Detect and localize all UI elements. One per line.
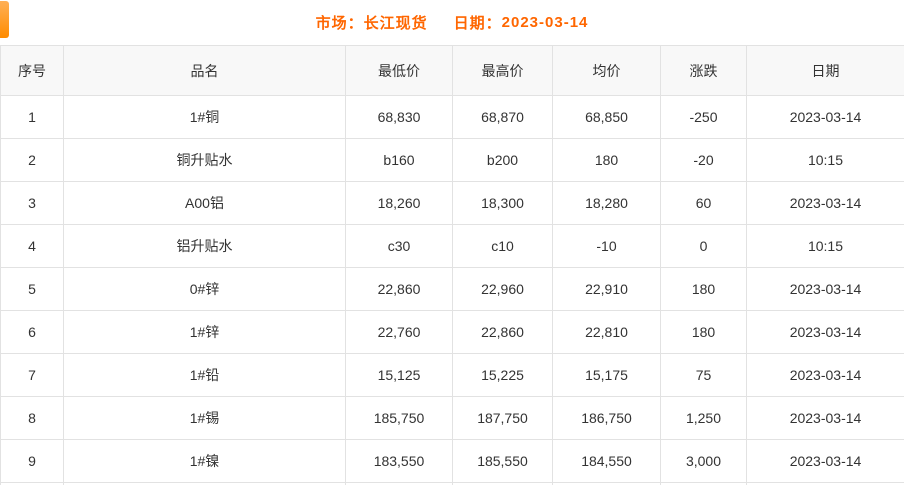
cell-high-price: 68,870 bbox=[452, 95, 553, 139]
cell-date: 2023-03-14 bbox=[746, 181, 904, 225]
cell-product: 1#铜 bbox=[63, 95, 346, 139]
column-header-date: 日期 bbox=[746, 45, 904, 96]
table-row: 2 铜升贴水 b160 b200 180 -20 10:15 bbox=[0, 138, 904, 182]
page-title: 市场： 长江现货 日期： 2023-03-14 bbox=[0, 0, 904, 45]
cell-serial: 5 bbox=[0, 267, 64, 311]
market-label: 市场： bbox=[315, 15, 364, 32]
cell-avg-price: 186,750 bbox=[552, 396, 661, 440]
cell-date: 2023-03-14 bbox=[746, 310, 904, 354]
cell-avg-price: 184,550 bbox=[552, 439, 661, 483]
column-header-product: 品名 bbox=[63, 45, 346, 96]
cell-change: 3,000 bbox=[660, 439, 747, 483]
cell-low-price: b160 bbox=[345, 138, 453, 182]
cell-serial: 1 bbox=[0, 95, 64, 139]
column-header-low-price: 最低价 bbox=[345, 45, 453, 96]
cell-avg-price: 180 bbox=[552, 138, 661, 182]
cell-low-price: c30 bbox=[345, 224, 453, 268]
cell-low-price: 183,550 bbox=[345, 439, 453, 483]
date-value: 2023-03-14 bbox=[501, 14, 589, 31]
cell-serial: 3 bbox=[0, 181, 64, 225]
cell-date: 2023-03-14 bbox=[746, 353, 904, 397]
cell-high-price: 22,960 bbox=[452, 267, 553, 311]
cell-date: 2023-03-14 bbox=[746, 396, 904, 440]
cell-product: 铝升贴水 bbox=[63, 224, 346, 268]
cell-date: 10:15 bbox=[746, 138, 904, 182]
column-header-avg-price: 均价 bbox=[552, 45, 661, 96]
cell-change: 180 bbox=[660, 267, 747, 311]
cell-serial: 6 bbox=[0, 310, 64, 354]
column-header-change: 涨跌 bbox=[660, 45, 747, 96]
price-table: 序号 品名 最低价 最高价 均价 涨跌 日期 1 1#铜 68,830 68,870 68,850-… bbox=[0, 45, 904, 485]
table-row: 7 1#铅 15,125 15,225 15,175 75 2023-03-14 bbox=[0, 353, 904, 397]
table-row: 9 1#镍 183,550 185,550 184,550 3,000 2023-03-14 bbox=[0, 439, 904, 483]
cell-avg-price: 18,280 bbox=[552, 181, 661, 225]
cell-high-price: 185,550 bbox=[452, 439, 553, 483]
cell-high-price: b200 bbox=[452, 138, 553, 182]
cell-serial: 9 bbox=[0, 439, 64, 483]
cell-high-price: 22,860 bbox=[452, 310, 553, 354]
cell-product: 1#铅 bbox=[63, 353, 346, 397]
cell-change: 75 bbox=[660, 353, 747, 397]
cell-serial: 8 bbox=[0, 396, 64, 440]
table-row: 4 铝升贴水 c30 c10 -10 0 10:15 bbox=[0, 224, 904, 268]
cell-product: 1#锡 bbox=[63, 396, 346, 440]
table-row-partial bbox=[0, 482, 904, 485]
cell-avg-price: -10 bbox=[552, 224, 661, 268]
cell-product: 铜升贴水 bbox=[63, 138, 346, 182]
orange-accent-bar bbox=[0, 1, 9, 38]
cell-high-price: 18,300 bbox=[452, 181, 553, 225]
cell-change: 0 bbox=[660, 224, 747, 268]
cell-change: 1,250 bbox=[660, 396, 747, 440]
cell-date: 2023-03-14 bbox=[746, 267, 904, 311]
cell-change: -250 bbox=[660, 95, 747, 139]
cell-serial: 7 bbox=[0, 353, 64, 397]
cell-serial: 2 bbox=[0, 138, 64, 182]
cell-avg-price: 68,850 bbox=[552, 95, 661, 139]
date-label: 日期： bbox=[453, 15, 502, 32]
cell-change: 180 bbox=[660, 310, 747, 354]
cell-product: 1#镍 bbox=[63, 439, 346, 483]
cell-change: -20 bbox=[660, 138, 747, 182]
cell-date: 2023-03-14 bbox=[746, 439, 904, 483]
cell-avg-price: 15,175 bbox=[552, 353, 661, 397]
column-header-high-price: 最高价 bbox=[452, 45, 553, 96]
table-row: 5 0#锌 22,860 22,960 22,910 180 2023-03-14 bbox=[0, 267, 904, 311]
cell-product: 0#锌 bbox=[63, 267, 346, 311]
cell-low-price: 15,125 bbox=[345, 353, 453, 397]
table-row: 3 A00铝 18,260 18,300 18,280 60 2023-03-14 bbox=[0, 181, 904, 225]
cell-change: 60 bbox=[660, 181, 747, 225]
cell-high-price: 187,750 bbox=[452, 396, 553, 440]
cell-serial: 4 bbox=[0, 224, 64, 268]
cell-date: 2023-03-14 bbox=[746, 95, 904, 139]
cell-low-price: 18,260 bbox=[345, 181, 453, 225]
table-row: 8 1#锡 185,750 187,750 186,750 1,250 2023-03-14 bbox=[0, 396, 904, 440]
cell-avg-price: 22,810 bbox=[552, 310, 661, 354]
cell-low-price: 22,760 bbox=[345, 310, 453, 354]
cell-high-price: c10 bbox=[452, 224, 553, 268]
column-header-serial: 序号 bbox=[0, 45, 64, 96]
cell-high-price: 15,225 bbox=[452, 353, 553, 397]
market-value: 长江现货 bbox=[363, 15, 428, 32]
table-row: 6 1#锌 22,760 22,860 22,810 180 2023-03-14 bbox=[0, 310, 904, 354]
cell-product: A00铝 bbox=[63, 181, 346, 225]
table-row: 1 1#铜 68,830 68,870 68,850 -250 2023-03-14 bbox=[0, 95, 904, 139]
cell-product: 1#锌 bbox=[63, 310, 346, 354]
cell-low-price: 22,860 bbox=[345, 267, 453, 311]
cell-date: 10:15 bbox=[746, 224, 904, 268]
cell-low-price: 185,750 bbox=[345, 396, 453, 440]
cell-low-price: 68,830 bbox=[345, 95, 453, 139]
table-header-row: 序号 品名 最低价 最高价 均价 涨跌 日期 bbox=[0, 45, 904, 96]
cell-avg-price: 22,910 bbox=[552, 267, 661, 311]
